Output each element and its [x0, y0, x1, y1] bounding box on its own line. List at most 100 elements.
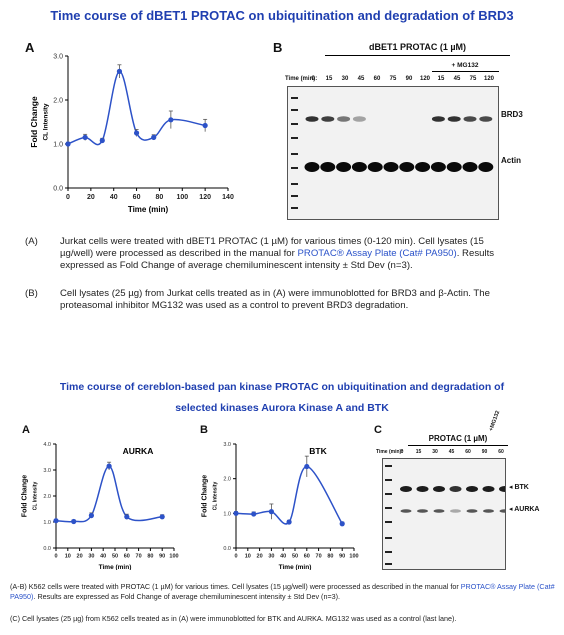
ladder-band [291, 97, 298, 99]
chart-aurka-timecourse: 0.0 1.0 2.0 3.0 4.0 0 10 20 30 40 50 60 70 80 90 100 Tim… [22, 442, 179, 570]
data-point [168, 117, 174, 123]
actin-band [320, 162, 336, 172]
data-point [159, 514, 165, 520]
x-tick-label: 20 [87, 194, 95, 201]
ladder-band [385, 521, 392, 523]
lane-time-label: 15 [437, 76, 445, 82]
ladder-band [291, 195, 298, 197]
lane-time-label: 75 [469, 76, 477, 82]
y-axis-label: Fold Change [29, 96, 39, 148]
protac-plate-link-bottom[interactable]: PROTAC® Assay Plate (Cat# PA950) [10, 582, 555, 601]
x-tick-label: 40 [110, 194, 118, 201]
y-tick-label: 1.0 [53, 141, 63, 148]
blot-bottom-header: PROTAC (1 µM) [428, 434, 488, 443]
data-point [71, 518, 77, 525]
y-tick-label: 1.0 [43, 520, 51, 526]
data-point [202, 122, 208, 129]
lane-time-label: 0 [311, 76, 315, 82]
data-point [116, 68, 123, 74]
data-point [339, 521, 345, 527]
actin-band [336, 162, 352, 172]
lane-time-label: 60 [373, 76, 381, 82]
brd3-band [447, 116, 461, 122]
x-tick-label: 20 [257, 554, 263, 560]
ladder-band [291, 109, 298, 111]
lane-time-label: 90 [481, 449, 488, 455]
x-tick-label: 80 [147, 554, 153, 560]
panel-label-top-a: A [25, 40, 35, 55]
caption-c-bottom: (C) Cell lysates (25 µg) from K562 cells… [10, 614, 457, 623]
aurka-band [417, 509, 428, 513]
ladder-band [291, 153, 298, 155]
data-point [233, 510, 239, 516]
caption-a-line1: Jurkat cells were treated with dBET1 PRO… [60, 236, 484, 247]
y-axis-sublabel: CL Intensity [32, 482, 38, 511]
x-tick-label: 50 [292, 554, 298, 560]
brd3-band [352, 116, 366, 122]
x-tick-label: 70 [316, 554, 322, 560]
x-tick-label: 40 [280, 554, 286, 560]
chart-brd3-timecourse: 0.0 1.0 2.0 3.0 0 20 40 60 80 100 120 140 Time (min)… [29, 53, 234, 214]
y-tick-label: 2.0 [43, 494, 51, 500]
x-tick-label: 90 [159, 554, 165, 560]
brd3-band [479, 116, 493, 122]
lane-time-label: 15 [325, 76, 333, 82]
caption-b: Cell lysates (25 µg) from Jurkat cells t… [60, 288, 560, 312]
caption-a-line2: µg/well) were processed as described in … [60, 248, 295, 259]
ladder-band [291, 137, 298, 139]
time-label-bottom: Time (min): [376, 449, 403, 455]
lane-time-label: 45 [453, 76, 461, 82]
caption-a: Jurkat cells were treated with dBET1 PRO… [60, 236, 560, 272]
btk-band [433, 486, 445, 492]
y-tick-label: 2.0 [53, 97, 63, 104]
ladder-band [291, 123, 298, 125]
data-point [124, 514, 130, 520]
aurka-band [483, 509, 494, 513]
actin-band [462, 162, 478, 172]
x-tick-label: 40 [100, 554, 106, 560]
lane-time-label: 120 [483, 76, 494, 82]
lane-time-label: 120 [419, 76, 430, 82]
y-axis-sublabel: CL Intensity [212, 482, 218, 511]
mg132-line [432, 71, 499, 72]
ladder-band [385, 563, 392, 565]
y-tick-label: 0.0 [43, 546, 51, 552]
y-tick-label: 1.0 [223, 511, 231, 517]
actin-band [304, 162, 320, 172]
btk-band [466, 486, 478, 492]
x-tick-label: 60 [124, 554, 130, 560]
protac-plate-link[interactable]: PROTAC® Assay Plate (Cat# PA950) [297, 248, 457, 259]
actin-band [399, 162, 415, 172]
x-tick-label: 10 [65, 554, 71, 560]
caption-ab-line2: . Results are expressed as Fold Change o… [33, 592, 341, 601]
blot-image [287, 86, 499, 220]
x-axis-label: Time (min) [99, 564, 132, 570]
data-point [151, 134, 157, 140]
x-tick-label: 90 [339, 554, 345, 560]
btk-band [499, 486, 511, 492]
brd3-band [321, 116, 335, 122]
caption-a-tag: (A) [25, 236, 38, 247]
figure-title-top: Time course of dBET1 PROTAC on ubiquitin… [50, 8, 514, 23]
lane-time-label: 0 [400, 449, 404, 455]
caption-ab-bottom: (A-B) K562 cells were treated with PROTA… [10, 582, 562, 602]
panel-label-top-b: B [273, 40, 283, 55]
data-point [133, 130, 140, 136]
y-axis-label: Fold Change [202, 475, 209, 517]
ladder-band [291, 167, 298, 169]
panel-label-bot-b: B [200, 424, 208, 436]
band-label-aurka: ◂ AURKA [509, 506, 540, 513]
x-tick-label: 70 [136, 554, 142, 560]
caption-a-line2b: . Results [456, 248, 495, 259]
x-tick-label: 100 [169, 554, 178, 560]
x-axis-label: Time (min) [279, 564, 312, 570]
blot-panel-bottom: PROTAC (1 µM) +MG132 Time (min): 0 15 30 45… [376, 410, 564, 570]
y-tick-label: 3.0 [223, 442, 231, 448]
caption-a-line3: expressed as Fold Change of average chem… [60, 260, 413, 271]
data-point [106, 463, 112, 469]
actin-band [446, 162, 462, 172]
ladder-band [385, 537, 392, 539]
brd3-band [431, 116, 445, 122]
lane-time-label: 60 [498, 449, 504, 455]
x-tick-label: 140 [222, 194, 234, 201]
